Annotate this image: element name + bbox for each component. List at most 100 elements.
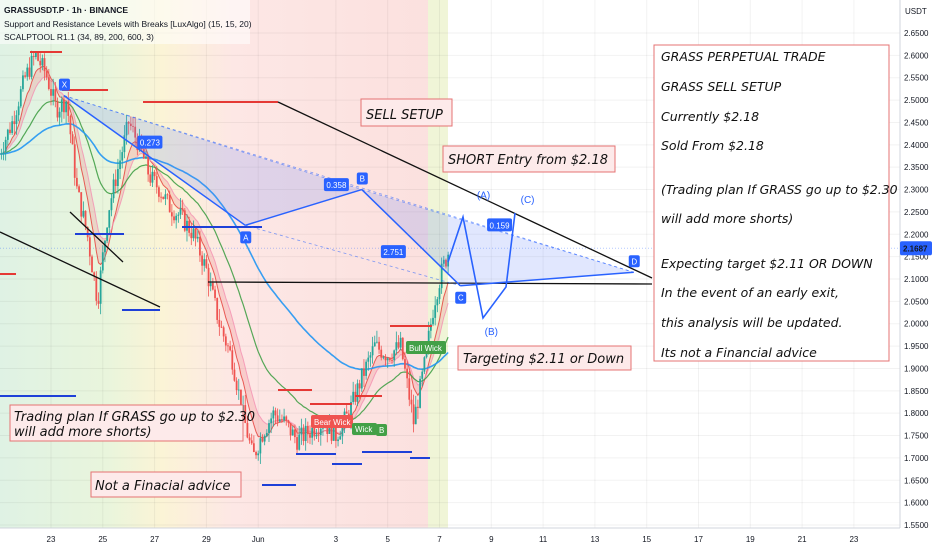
time-tick-label: 13 xyxy=(590,535,599,544)
ratio-label: 2.751 xyxy=(383,248,404,257)
symbol-title[interactable]: GRASSUSDT.P · 1h · BINANCE xyxy=(4,5,128,15)
candle-body xyxy=(201,255,203,266)
candle-body xyxy=(401,337,404,360)
ac-ratio-line xyxy=(245,224,461,287)
current-price-label: 2.1687 xyxy=(903,244,928,253)
candle-body xyxy=(63,99,65,113)
wave-path xyxy=(447,212,516,320)
info-panel-line: Its not a Financial advice xyxy=(661,345,817,360)
candle-body xyxy=(317,434,320,436)
trading-plan-line2: will add more shorts) xyxy=(14,425,152,440)
candle-body xyxy=(278,419,281,422)
wick-label: Wick xyxy=(355,425,373,434)
candle-body xyxy=(73,144,76,178)
candle-body xyxy=(237,389,240,391)
candle-body xyxy=(158,187,160,197)
candle-body xyxy=(220,326,223,328)
candle-body xyxy=(34,53,37,58)
targeting-note: Targeting $2.11 or Down xyxy=(457,345,632,371)
candle-body xyxy=(298,434,301,450)
candle-body xyxy=(101,252,104,271)
bc-leg xyxy=(361,189,461,287)
candle-body xyxy=(99,270,102,304)
candle-body xyxy=(56,101,59,118)
price-tick-label: 2.4500 xyxy=(904,118,929,127)
candle-body xyxy=(173,216,175,221)
trading-plan-box xyxy=(9,404,244,442)
candle-body xyxy=(218,319,221,327)
price-tick-label: 1.7500 xyxy=(904,432,929,441)
candle-body xyxy=(175,215,178,221)
candle-body xyxy=(207,267,210,287)
candle-body xyxy=(17,106,20,116)
candle-body xyxy=(397,342,400,348)
candle-body xyxy=(421,371,424,379)
candle-body xyxy=(265,432,268,437)
time-tick-label: 11 xyxy=(539,535,548,544)
candle-body xyxy=(145,156,147,159)
price-tick-label: 1.8000 xyxy=(904,409,929,418)
info-panel-line: Sold From $2.18 xyxy=(661,138,764,153)
info-panel-line: Currently $2.18 xyxy=(661,109,759,124)
candle-body xyxy=(129,123,132,127)
candle-body xyxy=(306,425,309,435)
indicator-scalptool[interactable]: SCALPTOOL R1.1 (34, 89, 200, 600, 3) xyxy=(4,32,154,42)
time-axis[interactable]: 23 25 27 29 Jun 3 5 7 9 11 13 15 17 19 21 23 xyxy=(0,527,932,550)
candle-body xyxy=(311,427,314,438)
candle-body xyxy=(97,300,100,304)
candle-body xyxy=(0,153,3,155)
pattern-point-marker xyxy=(628,255,640,268)
price-axis[interactable]: USDT 2.6500 2.6000 2.5500 2.5000 2.4500 2.400… xyxy=(899,0,932,550)
candle-body xyxy=(227,345,229,347)
cd-leg xyxy=(460,271,634,287)
indicator-luxalgo[interactable]: Support and Resistance Levels with Break… xyxy=(4,19,252,29)
candle-body xyxy=(30,56,33,77)
bear-wick-label: Bear Wick xyxy=(314,418,351,427)
candle-body xyxy=(108,210,111,228)
candle-body xyxy=(445,259,447,267)
wave-label: (A) xyxy=(477,190,490,201)
bd-ratio-line xyxy=(361,189,634,273)
candle-body xyxy=(125,121,128,136)
candle-body xyxy=(104,240,106,253)
candle-body xyxy=(410,399,413,405)
ratio-label: 0.273 xyxy=(140,139,161,148)
time-tick-label: 17 xyxy=(694,535,703,544)
candle-body xyxy=(9,129,11,134)
candle-body xyxy=(276,415,279,422)
candle-body xyxy=(82,210,85,217)
candle-body xyxy=(244,405,247,423)
candle-body xyxy=(363,368,365,376)
candle-body xyxy=(162,196,165,199)
price-tick-label: 2.4000 xyxy=(904,141,929,150)
info-panel-lines: GRASS PERPETUAL TRADE GRASS SELL SETUP Cur… xyxy=(661,49,898,360)
candle-body xyxy=(376,341,378,343)
ratio-label: 0.159 xyxy=(490,221,511,230)
info-panel-line: Expecting target $2.11 OR DOWN xyxy=(661,256,873,271)
xab-triangle xyxy=(63,95,362,226)
candle-body xyxy=(257,453,260,456)
candle-body xyxy=(246,422,249,438)
pattern-point-label: X xyxy=(62,81,68,90)
currency-label: USDT xyxy=(905,7,927,16)
b-marker xyxy=(376,424,387,436)
candle-body xyxy=(345,411,348,414)
candle-body xyxy=(255,452,257,456)
ratio-badge xyxy=(380,245,406,259)
pattern-point-label: B xyxy=(360,175,365,184)
pattern-point-marker xyxy=(58,78,70,91)
candle-body xyxy=(350,402,352,421)
candle-body xyxy=(222,327,225,337)
candle-body xyxy=(60,99,63,112)
header-backdrop xyxy=(0,0,250,44)
price-tick-label: 1.5500 xyxy=(904,521,929,530)
candle-body xyxy=(259,438,262,454)
short-entry-note: SHORT Entry from $2.18 xyxy=(442,145,616,173)
candle-body xyxy=(168,194,171,213)
pattern-point-marker xyxy=(455,291,467,304)
candle-body xyxy=(192,228,195,239)
price-tick-label: 2.3500 xyxy=(904,163,929,172)
price-tick-label: 2.2500 xyxy=(904,208,929,217)
candle-body xyxy=(304,425,307,442)
